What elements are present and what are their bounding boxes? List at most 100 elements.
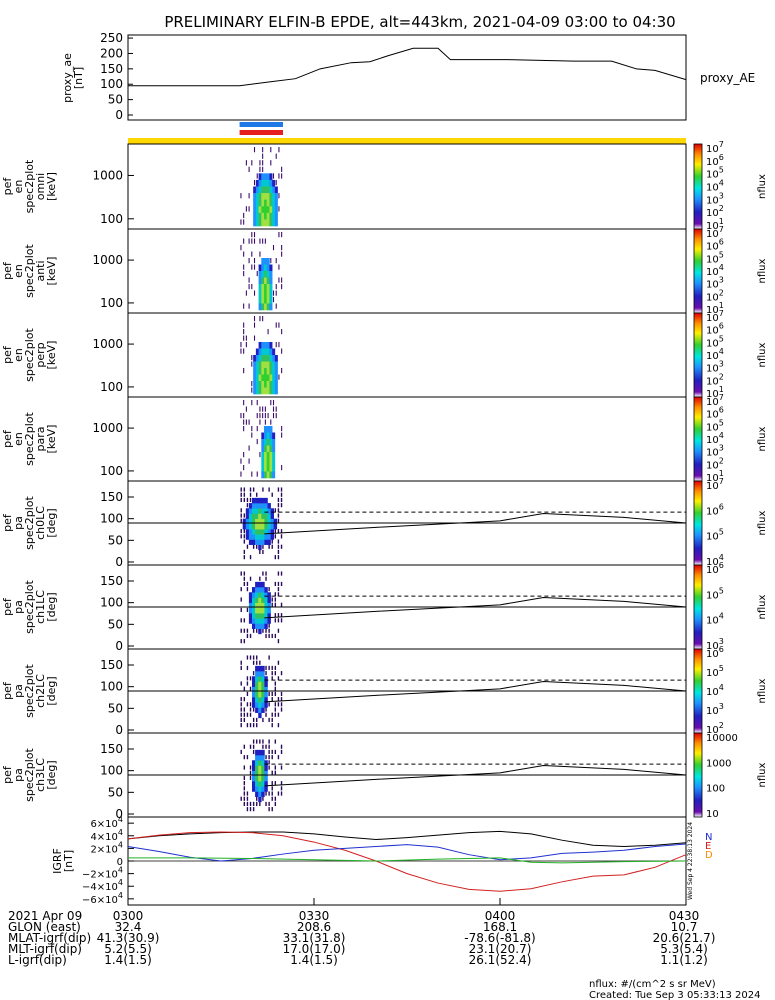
tick-base: 10	[706, 376, 719, 387]
energy-heatmap-cell-speck	[264, 238, 266, 244]
pa-heatmap-speck	[243, 492, 246, 497]
pa-heatmap-speck	[240, 712, 242, 717]
energy-heatmap-cell-speck	[243, 426, 245, 432]
energy-heatmap-cell-speck	[275, 284, 277, 290]
ephemeris-row-label: MLAT-igrf(dip)	[8, 931, 91, 945]
pa-heatmap-cell	[252, 529, 256, 535]
colorbar-tick-label: 104	[706, 553, 724, 568]
pa-heatmap-cell	[267, 523, 271, 530]
energy-heatmap-cell-speck	[243, 238, 245, 244]
pa-heatmap-cell	[255, 781, 259, 787]
energy-heatmap-cell	[264, 348, 268, 356]
igrf-ytick-label: −6×104	[82, 891, 123, 906]
energy-heatmap-cell	[261, 465, 265, 472]
pa-heatmap-cell	[252, 770, 256, 777]
pa-heatmap-speck	[277, 618, 280, 623]
energy-heatmap-cell	[255, 374, 259, 382]
energy-panel-ylabel-line: anti	[34, 260, 47, 281]
pa-heatmap-speck	[240, 702, 242, 707]
colorbar-unit: nflux	[757, 510, 768, 535]
energy-heatmap-cell-speck	[243, 348, 245, 354]
pa-heatmap-speck	[277, 549, 280, 555]
energy-heatmap-cell	[274, 193, 278, 200]
pa-heatmap-cell	[255, 503, 259, 509]
pa-heatmap-speck	[240, 508, 242, 513]
energy-heatmap-cell-speck	[251, 238, 253, 244]
energy-heatmap-cell-speck	[275, 342, 277, 348]
ephemeris-value: 20.6(21.7)	[653, 931, 716, 945]
energy-panel-ylabel-line: [keV]	[45, 172, 58, 201]
pa-heatmap-cell	[245, 513, 250, 519]
pa-heatmap-speck	[243, 765, 246, 770]
energy-heatmap-cell	[258, 193, 262, 200]
pa-heatmap-speck	[280, 781, 283, 786]
energy-heatmap-cell	[253, 361, 257, 369]
pa-heatmap-cell	[261, 513, 265, 519]
igrf-ylabel-line: [nT]	[62, 850, 75, 872]
energy-heatmap-cell	[261, 193, 265, 200]
pa-heatmap-speck	[256, 492, 258, 497]
energy-heatmap-cell-speck	[275, 406, 277, 412]
energy-heatmap-cell	[269, 271, 273, 278]
pa-heatmap-cell	[255, 539, 259, 545]
energy-heatmap-cell	[269, 342, 273, 349]
colorbar-tick-label: 105	[706, 586, 724, 601]
pa-heatmap-cell	[261, 597, 265, 603]
pa-heatmap-cell	[258, 749, 262, 756]
pa-heatmap-speck	[265, 633, 267, 639]
tick-base: 10	[706, 422, 719, 433]
pa-panel-ylabel-line: ch3LC	[34, 758, 47, 792]
pa-heatmap-speck	[271, 807, 273, 812]
energy-heatmap-cell	[258, 284, 262, 291]
energy-heatmap-cell	[266, 173, 270, 181]
pa-heatmap-cell	[245, 518, 250, 525]
colorbar-unit: nflux	[757, 594, 768, 619]
pa-heatmap-cell	[258, 786, 262, 792]
pa-heatmap-cell	[255, 592, 259, 598]
pa-heatmap-speck	[246, 581, 249, 587]
energy-heatmap-cell-speck	[253, 316, 256, 322]
energy-heatmap-cell-speck	[240, 413, 242, 419]
pa-heatmap-speck	[280, 707, 283, 712]
ae-frame	[127, 34, 687, 121]
pa-heatmap-speck	[268, 744, 270, 749]
colorbar-tick-label: 105	[706, 250, 724, 265]
pa-panel-ylabel-line: elb	[0, 683, 3, 700]
energy-heatmap-cell	[266, 290, 270, 298]
pa-heatmap-cell	[264, 770, 268, 777]
energy-heatmap-cell-speck	[259, 406, 261, 412]
tick-base: 10	[706, 254, 719, 265]
colorbar-tick-label: 107	[706, 477, 724, 492]
colorbar-tick-label: 104	[706, 683, 724, 698]
energy-heatmap-cell-speck	[253, 264, 256, 270]
pa-heatmap-speck	[240, 665, 242, 671]
pa-heatmap-speck	[252, 801, 255, 807]
pa-heatmap-speck	[274, 691, 277, 697]
energy-heatmap-cell-speck	[240, 245, 242, 251]
pa-heatmap-cell	[252, 592, 256, 598]
energy-heatmap-cell	[272, 361, 276, 369]
energy-heatmap-cell	[266, 348, 270, 356]
pa-heatmap-cell	[261, 786, 265, 792]
tick-base: 10	[706, 280, 719, 291]
pa-heatmap-speck	[274, 681, 277, 686]
pa-heatmap-cell	[264, 503, 268, 509]
pa-heatmap-speck	[252, 807, 255, 812]
pa-heatmap-speck	[246, 691, 249, 697]
pa-heatmap-speck	[240, 660, 242, 665]
pa-heatmap-cell	[261, 623, 265, 629]
energy-heatmap-cell-speck	[253, 232, 256, 238]
pa-heatmap-cell	[267, 618, 271, 624]
energy-heatmap-cell	[269, 219, 273, 227]
igrf-ylabel: IGRF[nT]	[51, 848, 75, 874]
energy-ytick-label: 1000	[92, 421, 123, 435]
energy-heatmap-cell-speck	[245, 406, 247, 412]
pa-heatmap-cell	[252, 765, 256, 771]
energy-heatmap-cell	[261, 368, 265, 375]
pa-heatmap-speck	[243, 487, 246, 492]
colorbar-tick-label: 101	[706, 301, 724, 316]
energy-panel-ylabel-line: [keV]	[45, 425, 58, 454]
science-zone-bar-red	[239, 130, 283, 135]
colorbar-tick-label: 102	[706, 721, 724, 736]
tick-exponent: 6	[719, 153, 724, 162]
